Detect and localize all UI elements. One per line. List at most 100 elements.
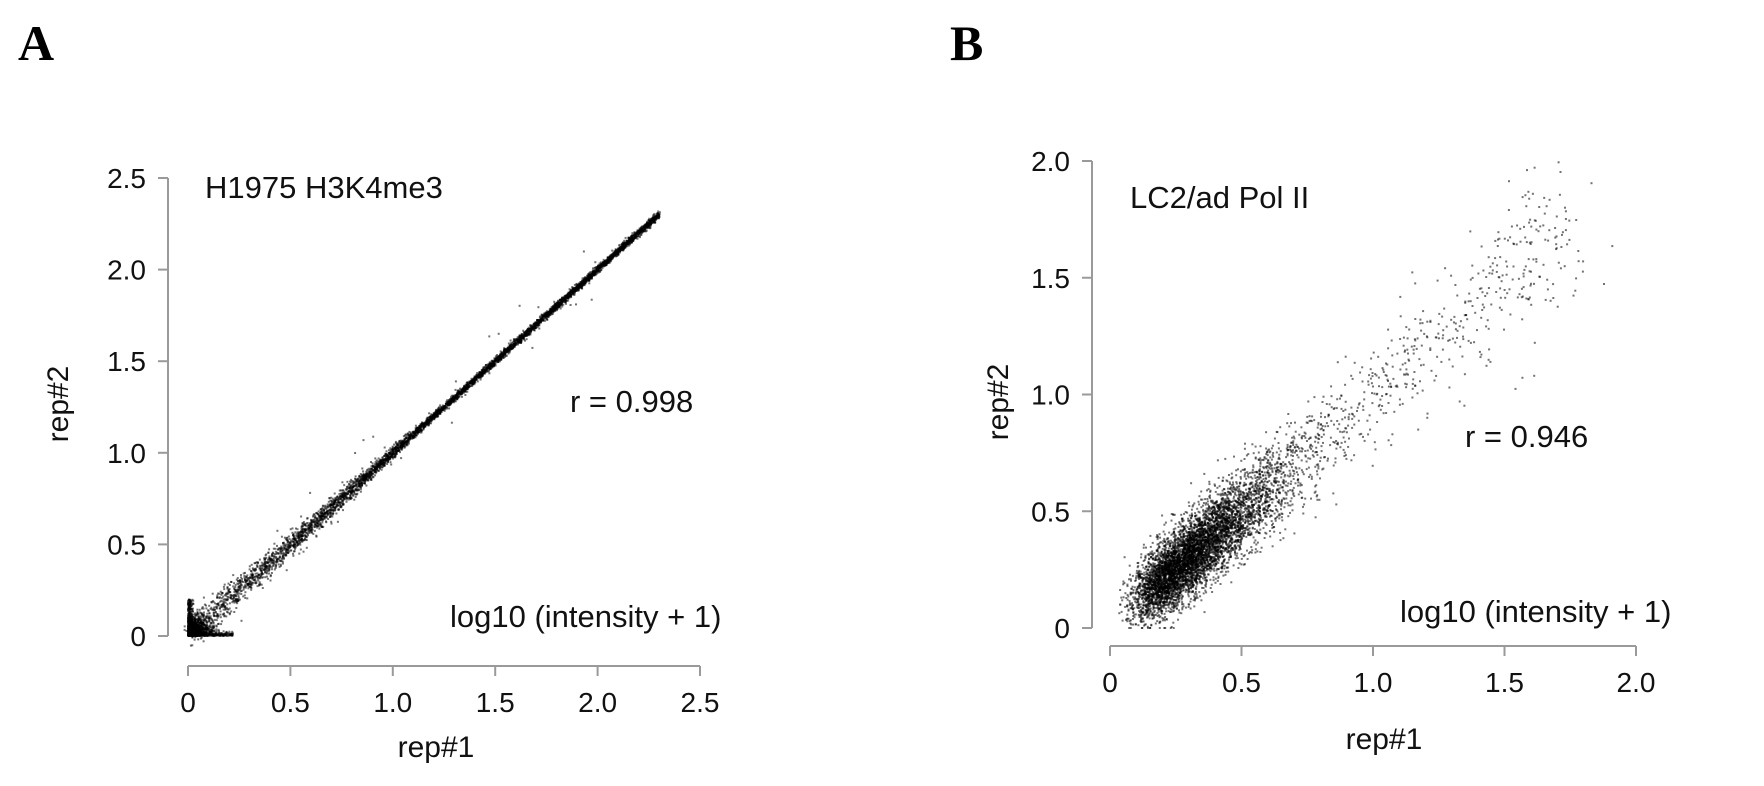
chart-a-point <box>264 557 267 560</box>
chart-a-point <box>288 550 291 553</box>
chart-a-point <box>363 477 365 480</box>
chart-a-point <box>263 561 266 563</box>
chart-a-point <box>316 512 319 515</box>
chart-a-point <box>229 633 232 636</box>
chart-a-point <box>212 630 215 632</box>
chart-a-point <box>195 625 198 628</box>
chart-a-point <box>264 576 267 579</box>
chart-a-point <box>268 548 271 551</box>
chart-a-point <box>205 607 208 610</box>
chart-a-point <box>646 221 649 224</box>
chart-a-point <box>367 467 370 470</box>
chart-a-point <box>314 519 317 522</box>
chart-a-point <box>189 627 192 630</box>
chart-a-point <box>356 478 359 481</box>
chart-a-point <box>205 624 208 627</box>
chart-a-point <box>479 378 482 381</box>
chart-a-point <box>279 564 282 567</box>
chart-a-point <box>190 602 193 605</box>
chart-a-point <box>193 628 196 631</box>
chart-a-point <box>315 512 318 514</box>
chart-a-point <box>284 547 286 549</box>
chart-a-point <box>203 624 206 626</box>
chart-a-point <box>374 474 377 477</box>
chart-a-point <box>209 629 212 632</box>
chart-a-point <box>225 599 228 601</box>
chart-a-point <box>351 493 354 496</box>
chart-a-point <box>213 624 216 627</box>
chart-a-point <box>327 511 330 514</box>
chart-a-point <box>274 553 277 556</box>
chart-a-point <box>321 519 324 522</box>
chart-a-point <box>247 577 250 580</box>
chart-a-point <box>346 488 349 490</box>
chart-a-point <box>421 429 424 432</box>
chart-a-point <box>211 634 213 637</box>
chart-a-point <box>363 482 366 485</box>
chart-a-point <box>494 355 497 358</box>
chart-a-point <box>646 220 649 223</box>
chart-a-point <box>314 525 317 528</box>
chart-a-point <box>296 542 299 544</box>
chart-a-point <box>297 540 300 543</box>
chart-a-point <box>493 357 496 360</box>
chart-a-point <box>370 475 373 478</box>
chart-a-point <box>323 507 326 510</box>
chart-a-point <box>376 469 379 471</box>
chart-a-point <box>202 607 205 610</box>
chart-a-point <box>211 629 214 632</box>
chart-a-point <box>279 563 282 566</box>
chart-a-point <box>228 633 231 636</box>
chart-a-point <box>288 546 291 549</box>
chart-a-point <box>295 533 298 536</box>
chart-a-point <box>281 560 284 563</box>
chart-a-point <box>281 549 284 552</box>
chart-a-point <box>227 582 230 585</box>
chart-a-point <box>281 552 284 555</box>
chart-a-point <box>367 471 370 474</box>
chart-a-point <box>187 609 190 612</box>
chart-a-point <box>210 626 213 629</box>
chart-a-point <box>346 492 349 495</box>
chart-a-point <box>243 594 246 597</box>
chart-a-point <box>640 225 643 228</box>
chart-a-point <box>452 394 455 397</box>
chart-a-point <box>287 543 290 546</box>
chart-a-point <box>300 537 303 540</box>
chart-a-point <box>371 464 374 467</box>
chart-a-point <box>633 231 636 234</box>
chart-a-point <box>307 534 309 537</box>
chart-a-point <box>312 532 315 535</box>
chart-a-point <box>310 521 313 524</box>
chart-a-point <box>341 499 344 502</box>
chart-a-point <box>239 581 242 584</box>
chart-a-point <box>575 284 578 287</box>
chart-a-point <box>193 631 196 633</box>
chart-a-point <box>262 562 265 565</box>
chart-a-point <box>204 619 207 622</box>
chart-a-point <box>243 574 246 577</box>
chart-a-point <box>196 618 198 621</box>
chart-a-point <box>203 611 205 614</box>
chart-a-point <box>374 461 377 464</box>
chart-a-point <box>202 596 205 599</box>
chart-a-point <box>254 572 257 575</box>
chart-a-point <box>231 630 234 633</box>
chart-a-point <box>194 616 197 619</box>
chart-a-point <box>334 509 336 512</box>
chart-a-point <box>365 484 368 487</box>
chart-a-point <box>246 578 249 581</box>
chart-a-point <box>446 399 449 402</box>
chart-a-point <box>628 244 631 247</box>
chart-a-point <box>622 241 624 244</box>
chart-a-point <box>338 489 341 492</box>
chart-a-point <box>270 566 273 569</box>
chart-a-point <box>223 600 226 603</box>
chart-a-point <box>226 598 229 601</box>
chart-a-point <box>443 409 446 412</box>
chart-a-point <box>450 397 452 400</box>
chart-a-point <box>370 478 373 481</box>
chart-a-point <box>213 618 216 621</box>
chart-a-point <box>295 534 298 537</box>
chart-a-point <box>221 613 224 616</box>
